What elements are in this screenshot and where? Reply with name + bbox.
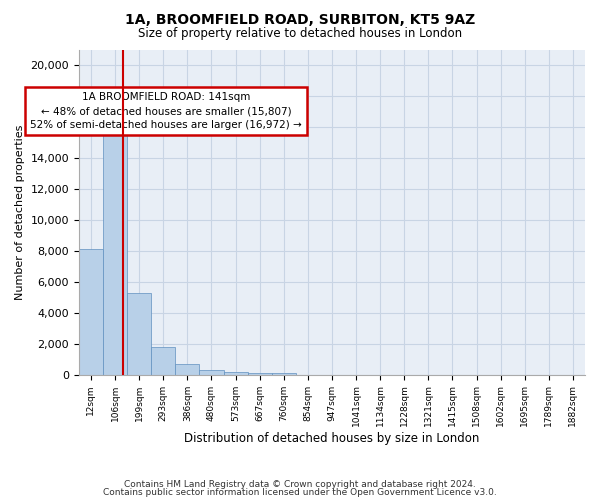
X-axis label: Distribution of detached houses by size in London: Distribution of detached houses by size … (184, 432, 479, 445)
Text: 1A BROOMFIELD ROAD: 141sqm
← 48% of detached houses are smaller (15,807)
52% of : 1A BROOMFIELD ROAD: 141sqm ← 48% of deta… (30, 92, 302, 130)
Y-axis label: Number of detached properties: Number of detached properties (15, 124, 25, 300)
Bar (151, 347, 175, 374)
Bar (224, 372, 248, 374)
Text: Contains public sector information licensed under the Open Government Licence v3: Contains public sector information licen… (103, 488, 497, 497)
Bar (103, 120, 127, 374)
Text: 1A, BROOMFIELD ROAD, SURBITON, KT5 9AZ: 1A, BROOMFIELD ROAD, SURBITON, KT5 9AZ (125, 12, 475, 26)
Bar (199, 370, 224, 374)
Bar (175, 364, 199, 374)
Bar (248, 372, 272, 374)
Bar (127, 292, 151, 374)
Bar (79, 250, 103, 374)
Text: Contains HM Land Registry data © Crown copyright and database right 2024.: Contains HM Land Registry data © Crown c… (124, 480, 476, 489)
Text: Size of property relative to detached houses in London: Size of property relative to detached ho… (138, 28, 462, 40)
